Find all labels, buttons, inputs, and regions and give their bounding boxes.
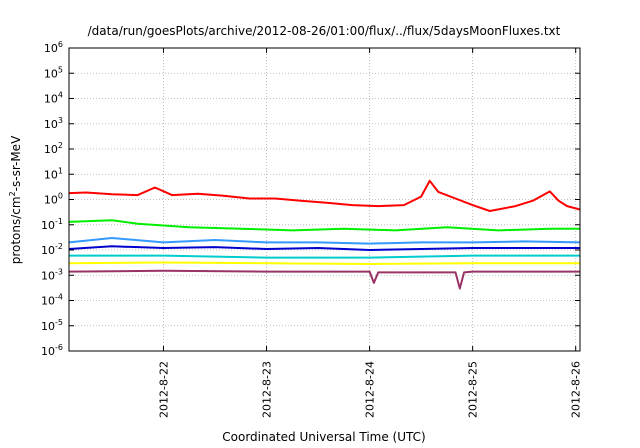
series-line: [68, 245, 580, 251]
y-tick-label: 105: [44, 65, 63, 80]
y-axis-ticks: 10-610-510-410-310-210-11001011021031041…: [41, 40, 580, 358]
y-tick-exp: -3: [55, 267, 63, 276]
y-tick-label: 10-3: [41, 267, 63, 282]
y-tick-exp: 3: [58, 116, 63, 125]
series-line: [68, 269, 580, 290]
chart-title: /data/run/goesPlots/archive/2012-08-26/0…: [88, 24, 561, 38]
y-tick-label: 102: [44, 141, 63, 156]
y-tick-label: 106: [44, 40, 63, 55]
series-line: [68, 261, 580, 265]
x-axis-label: Coordinated Universal Time (UTC): [222, 430, 425, 444]
y-tick-label: 101: [44, 166, 63, 181]
x-tick-label: 2012-8-26: [570, 361, 583, 418]
y-tick-exp: 1: [58, 166, 63, 175]
y-tick-label: 104: [44, 91, 63, 106]
y-tick-exp: -4: [55, 293, 63, 302]
y-tick-base: 10: [44, 118, 58, 131]
y-tick-exp: -5: [55, 318, 63, 327]
y-tick-exp: -2: [55, 242, 63, 251]
y-tick-label: 10-1: [41, 217, 63, 232]
y-tick-label: 10-6: [41, 343, 63, 358]
y-tick-exp: 2: [58, 141, 63, 150]
y-tick-base: 10: [44, 194, 58, 207]
y-tick-label: 10-4: [41, 293, 63, 308]
y-tick-base: 10: [41, 345, 55, 358]
y-tick-exp: 0: [58, 192, 63, 201]
y-axis-label-sup: 2: [8, 191, 17, 196]
y-axis-label-prefix: protons/cm: [9, 196, 23, 264]
y-axis-label-suffix: -s-sr-MeV: [9, 135, 23, 191]
y-tick-base: 10: [41, 295, 55, 308]
series-line: [68, 219, 580, 232]
y-tick-exp: -6: [55, 343, 63, 352]
series-line: [68, 179, 581, 212]
y-tick-base: 10: [44, 143, 58, 156]
y-tick-label: 103: [44, 116, 63, 131]
y-tick-label: 10-2: [41, 242, 63, 257]
y-tick-exp: -1: [55, 217, 63, 226]
y-tick-base: 10: [44, 93, 58, 106]
x-axis-ticks: 2012-8-22 2012-8-23 2012-8-24 2012-8-25 2012…: [157, 48, 583, 418]
y-tick-base: 10: [44, 67, 58, 80]
y-tick-exp: 6: [58, 40, 63, 49]
y-tick-base: 10: [44, 168, 58, 181]
y-tick-base: 10: [41, 244, 55, 257]
y-tick-exp: 4: [58, 91, 63, 100]
x-tick-label: 2012-8-22: [157, 361, 170, 418]
y-tick-label: 100: [44, 192, 63, 207]
series-lines: [68, 179, 581, 290]
y-tick-base: 10: [41, 320, 55, 333]
y-tick-base: 10: [41, 269, 55, 282]
x-tick-label: 2012-8-23: [261, 361, 274, 418]
series-line: [68, 237, 581, 245]
y-tick-exp: 5: [58, 65, 63, 74]
series-line: [69, 254, 580, 259]
grid-lines: [69, 48, 580, 351]
y-tick-base: 10: [44, 42, 58, 55]
y-tick-base: 10: [41, 219, 55, 232]
y-axis-label: protons/cm2-s-sr-MeV: [8, 135, 23, 264]
y-tick-label: 10-5: [41, 318, 63, 333]
x-tick-label: 2012-8-25: [467, 361, 480, 418]
x-tick-label: 2012-8-24: [364, 361, 377, 418]
